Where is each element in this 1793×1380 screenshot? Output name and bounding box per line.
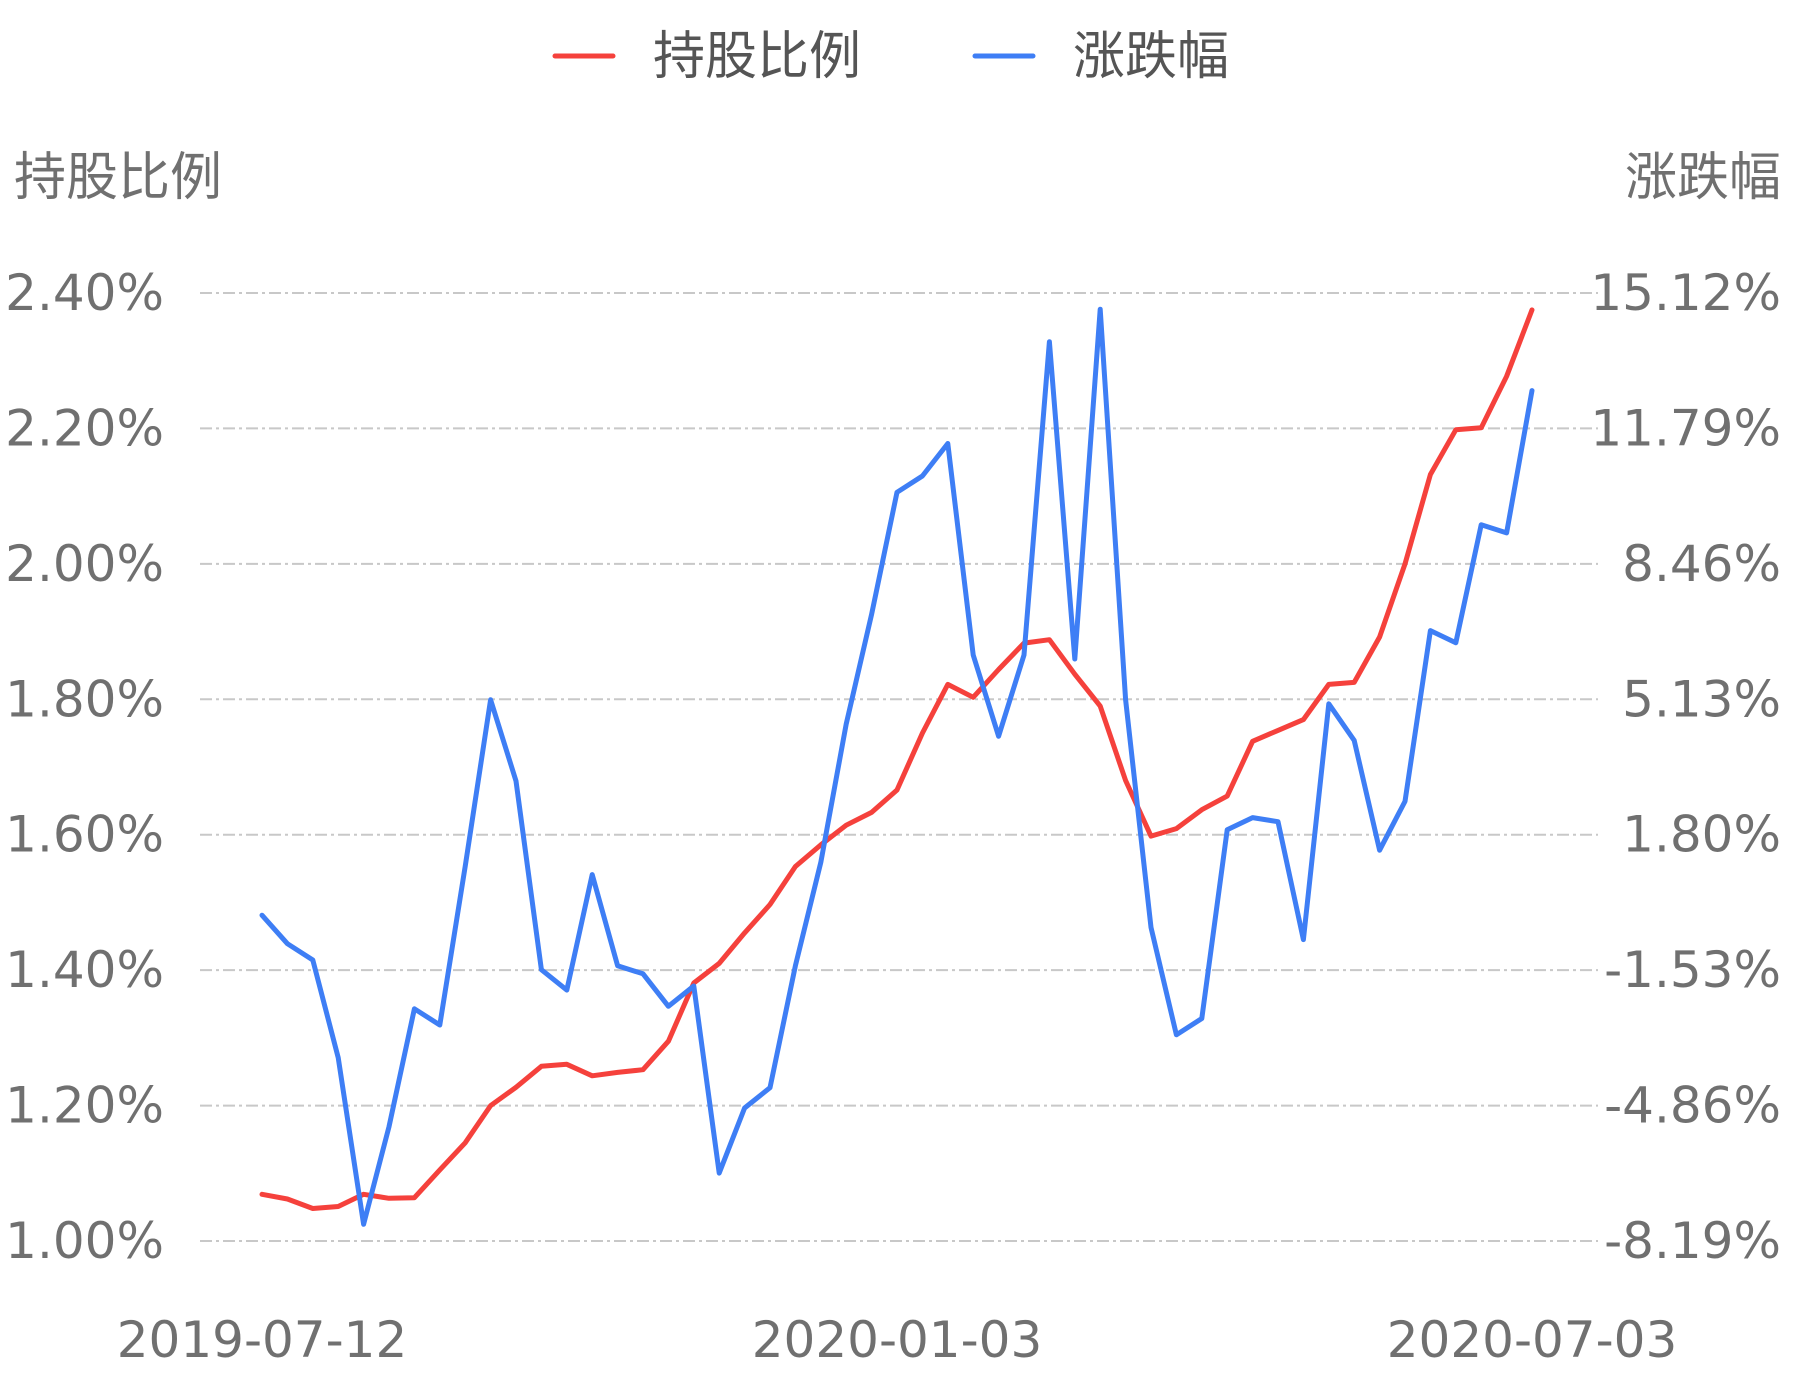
right-tick-label: 1.80% bbox=[1622, 806, 1781, 864]
left-tick-label: 2.40% bbox=[5, 264, 164, 322]
right-tick-label: -4.86% bbox=[1604, 1077, 1781, 1135]
series-line-price-change bbox=[259, 306, 1535, 1227]
legend-label: 持股比例 bbox=[653, 27, 861, 87]
x-tick-label: 2019-07-12 bbox=[117, 1311, 408, 1369]
left-tick-label: 1.40% bbox=[5, 941, 164, 999]
right-axis-ticks: 15.12% 11.79% 8.46% 5.13% 1.80% -1.53% -4.86% -… bbox=[1590, 264, 1781, 1270]
series-line-holding-ratio bbox=[259, 307, 1535, 1211]
left-tick-label: 1.60% bbox=[5, 806, 164, 864]
x-tick-label: 2020-07-03 bbox=[1387, 1311, 1678, 1369]
right-tick-label: 8.46% bbox=[1622, 535, 1781, 593]
left-tick-label: 1.20% bbox=[5, 1077, 164, 1135]
left-axis-ticks: 2.40% 2.20% 2.00% 1.80% 1.60% 1.40% 1.20% 1.00% bbox=[5, 264, 164, 1270]
right-tick-label: 15.12% bbox=[1590, 264, 1781, 322]
series-group bbox=[259, 306, 1535, 1227]
left-tick-label: 1.00% bbox=[5, 1212, 164, 1270]
legend-label: 涨跌幅 bbox=[1073, 27, 1229, 87]
legend: 持股比例 涨跌幅 bbox=[552, 27, 1229, 87]
right-tick-label: -8.19% bbox=[1604, 1212, 1781, 1270]
left-tick-label: 1.80% bbox=[5, 670, 164, 728]
right-tick-label: 11.79% bbox=[1590, 399, 1781, 457]
right-tick-label: -1.53% bbox=[1604, 941, 1781, 999]
left-tick-label: 2.00% bbox=[5, 535, 164, 593]
left-tick-label: 2.20% bbox=[5, 399, 164, 457]
left-axis-title: 持股比例 bbox=[14, 148, 222, 208]
right-axis-title: 涨跌幅 bbox=[1625, 148, 1781, 208]
right-tick-label: 5.13% bbox=[1622, 670, 1781, 728]
x-axis-ticks: 2019-07-12 2020-01-03 2020-07-03 bbox=[117, 1311, 1678, 1369]
x-tick-label: 2020-01-03 bbox=[752, 1311, 1043, 1369]
gridlines bbox=[200, 292, 1598, 1242]
